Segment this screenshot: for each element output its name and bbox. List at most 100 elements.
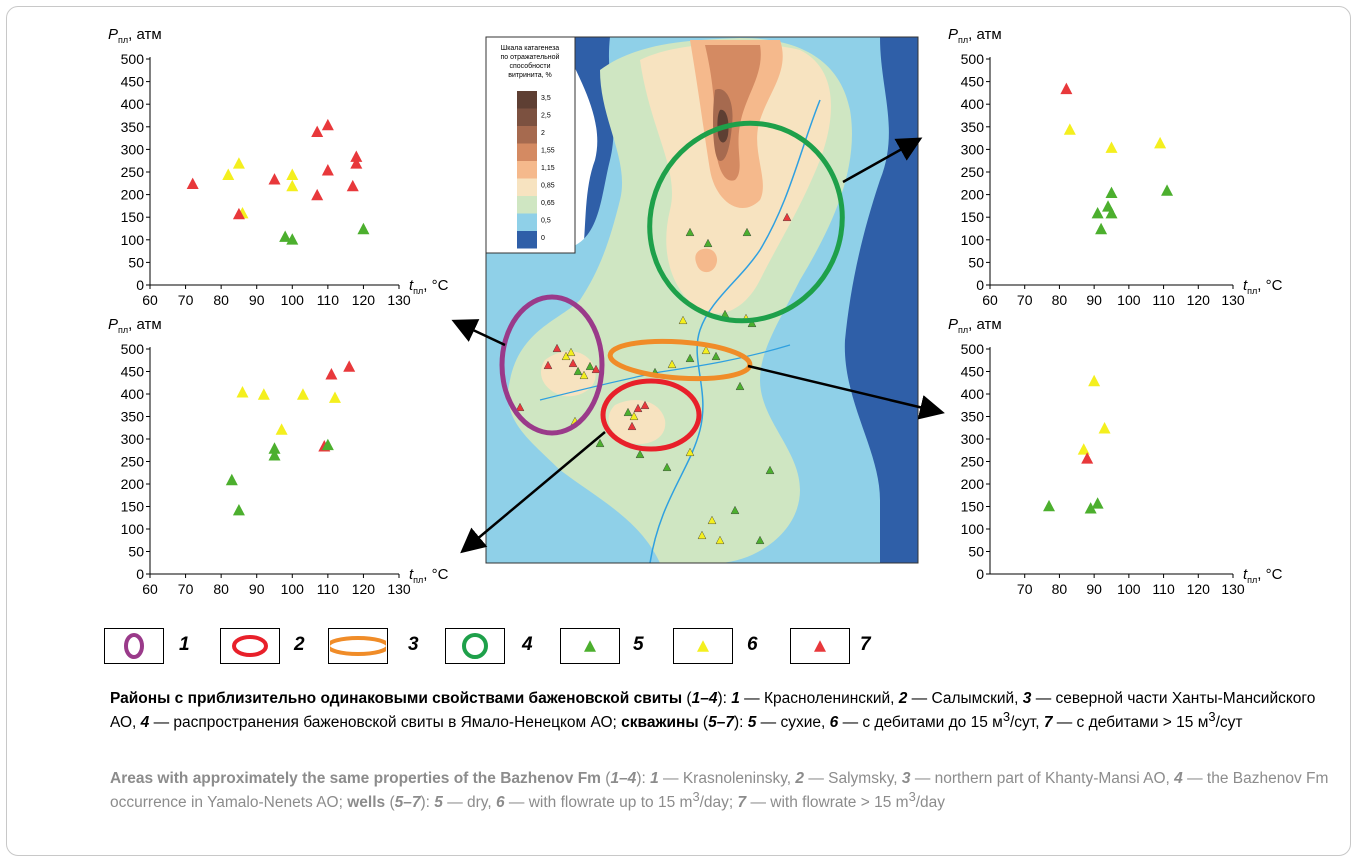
data-point-high: [350, 150, 363, 162]
arrow-zone2: [460, 431, 606, 554]
y-tick-label: 250: [121, 454, 145, 470]
data-point-low: [328, 391, 341, 403]
data-point-dry: [321, 438, 334, 451]
x-axis-label-base: t: [409, 566, 414, 583]
legend-number-1: 1: [179, 634, 190, 655]
data-point-low: [1088, 374, 1101, 387]
caption-ru-text: — с дебитами > 15 м: [1052, 714, 1209, 732]
map-well-dry: [711, 351, 721, 360]
y-axis-label: Pпл, атм: [108, 316, 162, 335]
zone-arrows: [451, 137, 945, 554]
y-tick-label: 250: [961, 454, 985, 470]
x-tick-label: 100: [281, 581, 305, 597]
data-point-dry: [357, 222, 370, 235]
scale-swatch: [517, 91, 537, 109]
legend-swatch-3: [328, 628, 388, 664]
map-well-low: [579, 370, 589, 379]
y-axis-label-base: P: [948, 26, 958, 43]
scale-swatch-label: 0: [541, 235, 545, 242]
x-tick-label: 80: [1052, 292, 1068, 308]
data-point-low: [286, 179, 299, 192]
scale-swatch-label: 0,65: [541, 200, 555, 207]
zone-1-ellipse: [499, 294, 605, 436]
x-tick-label: 60: [142, 292, 158, 308]
x-axis-label-unit: , °C: [1257, 566, 1282, 583]
caption-ru-num: 6: [829, 714, 839, 732]
map-well-high: [552, 343, 562, 352]
data-point-high: [1060, 82, 1073, 95]
x-tick-label: 100: [281, 292, 305, 308]
y-tick-label: 300: [121, 141, 145, 157]
y-tick-label: 400: [121, 96, 145, 112]
data-point-high: [325, 368, 338, 380]
caption-ru-text: — с дебитами до 15 м: [838, 714, 1003, 732]
x-tick-label: 130: [1221, 581, 1245, 597]
caption-ru-text: (: [698, 714, 709, 732]
map-well-high: [640, 400, 650, 409]
scatter-chart-bottom-left: 0 50 100 150 200 250 300 350 400 450 500 60 70 80 90 10…: [108, 316, 449, 597]
legend-number-3: 3: [408, 634, 419, 655]
y-tick-label: 0: [976, 277, 984, 293]
map-well-high: [543, 360, 553, 369]
y-tick-label: 400: [961, 386, 985, 402]
data-point-dry: [1161, 184, 1174, 196]
caption-ru-text: — сухие,: [756, 714, 830, 732]
legend-ellipse-2: [232, 635, 268, 657]
y-tick-label: 200: [961, 476, 985, 492]
legend-number-2: 2: [294, 634, 305, 655]
y-tick-label: 350: [961, 119, 985, 135]
legend-ellipse-4: [462, 633, 488, 659]
scale-swatch-label: 1,55: [541, 148, 555, 155]
scale-swatch-label: 2,5: [541, 113, 551, 120]
x-axis-label-unit: , °C: [423, 566, 448, 583]
scale-swatch: [517, 143, 537, 161]
y-tick-label: 250: [961, 164, 985, 180]
x-tick-label: 130: [387, 581, 411, 597]
y-tick-label: 100: [961, 232, 985, 248]
y-axis-label-base: P: [108, 26, 118, 43]
caption-en-num: 5: [434, 794, 443, 812]
caption-en-text: — Salymsky,: [804, 770, 902, 787]
map-well-dry: [635, 449, 645, 458]
map-well-dry: [747, 318, 757, 327]
data-point-dry: [225, 473, 238, 486]
y-tick-label: 350: [121, 119, 145, 135]
x-tick-label: 60: [142, 581, 158, 597]
caption-ru-num: 1: [731, 690, 740, 707]
zone-3-ellipse: [607, 338, 753, 382]
x-tick-label: 110: [317, 581, 340, 597]
caption-en-text: (: [600, 770, 611, 787]
y-tick-label: 50: [128, 544, 144, 560]
data-point-dry: [1105, 186, 1118, 199]
map-well-high: [591, 364, 601, 373]
scale-swatch: [517, 126, 537, 144]
legend-number-4: 4: [522, 634, 533, 655]
legend-swatch-2: [220, 628, 280, 664]
x-tick-label: 80: [1052, 581, 1068, 597]
legend-ellipse-1: [124, 633, 144, 659]
caption-en-wells: wells: [347, 794, 386, 812]
x-tick-label: 90: [249, 292, 265, 308]
x-axis-label-sub: пл: [413, 575, 423, 585]
zone-4-ellipse: [647, 120, 845, 324]
x-tick-label: 120: [352, 292, 376, 308]
data-point-low: [275, 423, 288, 435]
caption-en-num: 1: [650, 770, 659, 787]
caption-english: Areas with approximately the same proper…: [110, 770, 1335, 812]
map-scale-title-1: Шкала катагенеза: [501, 45, 560, 52]
data-point-dry: [279, 230, 292, 242]
caption-ru-text: /сут,: [1010, 714, 1044, 732]
map-scale-title-3: способности: [509, 62, 550, 70]
data-point-high: [232, 207, 245, 220]
y-tick-label: 0: [976, 566, 984, 582]
y-tick-label: 50: [128, 254, 144, 270]
y-tick-label: 0: [136, 566, 144, 582]
map-well-low: [701, 345, 711, 354]
caption-en-text: — the Bazhenov Fm occurrence in Yamalo-N…: [110, 770, 1329, 812]
legend-triangle-5: [584, 640, 596, 652]
x-axis-label-base: t: [1243, 566, 1248, 583]
y-tick-label: 500: [961, 51, 985, 67]
data-point-low: [232, 157, 245, 169]
y-axis-label-base: P: [948, 316, 958, 333]
caption-en-text: (: [385, 794, 395, 812]
